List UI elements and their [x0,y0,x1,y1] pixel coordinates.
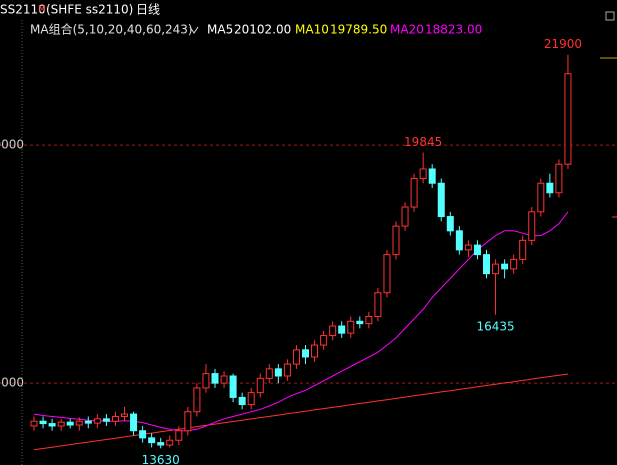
candle-body [492,263,500,275]
candle-body [483,254,490,275]
legend-value: 20102.00 [234,23,291,37]
exchange: (SHFE ss2110) [46,3,133,17]
candle-body [292,349,300,365]
candle-body [256,377,264,394]
candle-body [30,420,38,427]
candle-body [320,335,328,346]
candle-body [383,254,391,294]
candle-body [48,423,56,427]
window-icon [605,11,615,21]
candle-body [84,420,92,424]
candle-body [102,418,110,422]
candle-body [338,325,346,334]
candle-body [39,420,47,425]
candle-body [157,442,165,446]
candle-body [564,73,572,165]
candle-body [374,292,382,318]
candle-body [57,421,65,427]
candle-body [265,368,273,379]
candle-body [347,320,355,334]
dropdown-icon[interactable] [189,26,199,34]
candle-body [75,420,83,426]
candle-body [356,320,364,325]
candle-body [437,182,445,218]
legend-name: MA20 [390,23,424,37]
candle-body [410,177,418,208]
y-tick-label: 15000 [0,376,24,390]
candle-body [455,230,463,251]
period: 日线 [136,3,160,17]
candle-body [546,182,554,194]
candle-body [202,373,210,389]
candle-body [247,392,255,406]
candle-body [329,325,337,337]
flag: M [38,5,46,15]
extreme-label: 21900 [544,37,582,51]
candle-body [510,258,518,270]
candle-body [501,263,509,270]
legend-value: 19789.50 [330,23,387,37]
ma-group[interactable]: MA组合(5,10,20,40,60,243) [30,22,193,37]
extreme-label: 16435 [476,319,514,333]
candle-body [121,413,128,417]
candle-body [392,225,400,256]
candle-body [193,387,201,413]
candle-body [537,182,545,213]
candle-body [66,421,74,426]
candle-body [519,239,527,260]
legend-name: MA10 [295,23,329,37]
candle-body [473,244,481,256]
candle-body [130,413,138,432]
candle-body [464,244,472,251]
candle-body [148,437,156,444]
candle-body [166,439,174,446]
candle-body [93,418,101,424]
candle-body [220,375,228,384]
candle-body [274,368,282,377]
candle-body [311,344,319,358]
candle-body [283,363,291,377]
candle-body [528,211,536,241]
legend-name: MA5 [207,23,233,37]
candle-body [365,316,373,325]
extreme-label: 19845 [404,135,442,149]
candle-body [211,373,219,384]
extreme-label: 13630 [142,453,180,465]
candle-body [139,430,147,439]
y-tick-label: 20000 [0,138,24,152]
candle-body [446,216,454,232]
candle-body [419,168,427,179]
legend-value: 18823.00 [425,23,482,37]
candle-body [111,415,119,422]
candle-body [401,206,409,227]
candle-body [555,163,563,194]
symbol: SS2110 [0,3,46,17]
candle-body [238,396,246,406]
candle-body [175,430,183,441]
candle-body [184,411,192,432]
candle-body [229,375,237,398]
ma-line [33,373,569,451]
candle-body [302,349,309,358]
candle-body [428,168,436,184]
